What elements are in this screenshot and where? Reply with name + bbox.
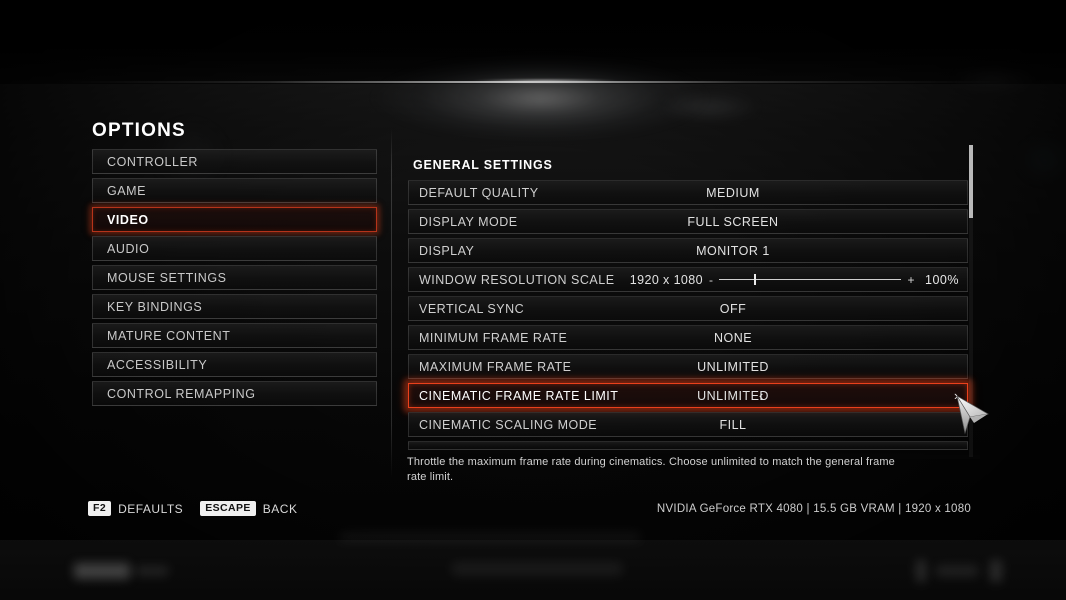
setting-label: DISPLAY <box>419 243 475 258</box>
setting-value: UNLIMITED <box>697 359 769 374</box>
setting-value: FULL SCREEN <box>687 214 779 229</box>
sidebar-item-mature-content[interactable]: MATURE CONTENT <box>92 323 377 348</box>
slider-percent-value: 100% <box>925 272 959 287</box>
slider-handle[interactable] <box>754 274 757 285</box>
setting-row-partial[interactable] <box>408 441 968 450</box>
setting-row-cinematic-frame-rate-limit[interactable]: CINEMATIC FRAME RATE LIMIT UNLIMITED ‹ › <box>408 383 968 408</box>
hardware-info: NVIDIA GeForce RTX 4080 | 15.5 GB VRAM |… <box>656 503 971 515</box>
setting-row-default-quality[interactable]: DEFAULT QUALITY MEDIUM <box>408 180 968 205</box>
hud-blob <box>916 560 926 582</box>
slider-resolution-readout: 1920 x 1080 <box>629 272 703 287</box>
setting-value: MONITOR 1 <box>696 243 770 258</box>
setting-row-display-mode[interactable]: DISPLAY MODE FULL SCREEN <box>408 209 968 234</box>
setting-label: VERTICAL SYNC <box>419 301 525 316</box>
settings-panel: GENERAL SETTINGS DEFAULT QUALITY MEDIUM DI… <box>408 158 968 450</box>
page-title: OPTIONS <box>92 120 186 141</box>
setting-label: WINDOW RESOLUTION SCALE <box>419 272 615 287</box>
panel-divider <box>391 128 392 478</box>
setting-value: UNLIMITED <box>697 388 769 403</box>
setting-row-display[interactable]: DISPLAY MONITOR 1 <box>408 238 968 263</box>
hud-blob <box>936 565 978 577</box>
dimmed-hud-bar <box>0 532 1066 600</box>
hud-blob <box>340 532 640 542</box>
sidebar-item-label: CONTROLLER <box>107 154 198 169</box>
settings-row-list: DEFAULT QUALITY MEDIUM DISPLAY MODE FULL SC… <box>408 180 968 450</box>
options-category-list: CONTROLLER GAME VIDEO AUDIO MOUSE SETTINGS KE… <box>92 149 377 410</box>
slider-track[interactable] <box>719 274 902 285</box>
chevron-right-icon[interactable]: › <box>954 388 959 403</box>
sidebar-item-label: AUDIO <box>107 241 150 256</box>
resolution-scale-slider[interactable]: 1920 x 1080- +100% <box>409 273 967 287</box>
setting-label: DEFAULT QUALITY <box>419 185 539 200</box>
settings-scrollbar-track[interactable] <box>969 145 973 457</box>
sidebar-item-label: CONTROL REMAPPING <box>107 386 256 401</box>
setting-label: CINEMATIC FRAME RATE LIMIT <box>419 388 619 403</box>
sidebar-item-mouse-settings[interactable]: MOUSE SETTINGS <box>92 265 377 290</box>
hud-blob <box>74 563 130 579</box>
sidebar-item-label: MOUSE SETTINGS <box>107 270 227 285</box>
slider-decrease-icon[interactable]: - <box>708 272 714 287</box>
settings-scrollbar-thumb[interactable] <box>969 145 973 218</box>
sidebar-item-label: GAME <box>107 183 147 198</box>
sidebar-item-control-remapping[interactable]: CONTROL REMAPPING <box>92 381 377 406</box>
sidebar-item-label: MATURE CONTENT <box>107 328 231 343</box>
sidebar-item-audio[interactable]: AUDIO <box>92 236 377 261</box>
hint-label-defaults: DEFAULTS <box>118 501 184 516</box>
setting-row-minimum-frame-rate[interactable]: MINIMUM FRAME RATE NONE <box>408 325 968 350</box>
footer-key-hints: F2 DEFAULTS ESCAPE BACK <box>88 501 307 516</box>
setting-row-window-resolution-scale[interactable]: WINDOW RESOLUTION SCALE 1920 x 1080- +100% <box>408 267 968 292</box>
key-badge-f2[interactable]: F2 <box>88 501 112 516</box>
key-badge-escape[interactable]: ESCAPE <box>200 501 256 516</box>
hud-blob <box>452 562 622 576</box>
setting-value: FILL <box>719 417 747 432</box>
setting-label: MINIMUM FRAME RATE <box>419 330 568 345</box>
hint-label-back: BACK <box>262 501 298 516</box>
setting-value: NONE <box>713 330 753 345</box>
setting-row-vertical-sync[interactable]: VERTICAL SYNC OFF <box>408 296 968 321</box>
sidebar-item-label: ACCESSIBILITY <box>107 357 208 372</box>
section-heading: GENERAL SETTINGS <box>413 158 553 172</box>
sidebar-item-label: VIDEO <box>107 212 149 227</box>
setting-value: OFF <box>719 301 747 316</box>
sidebar-item-game[interactable]: GAME <box>92 178 377 203</box>
sidebar-item-accessibility[interactable]: ACCESSIBILITY <box>92 352 377 377</box>
sidebar-item-video[interactable]: VIDEO <box>92 207 377 232</box>
setting-row-cinematic-scaling-mode[interactable]: CINEMATIC SCALING MODE FILL <box>408 412 968 437</box>
setting-label: MAXIMUM FRAME RATE <box>419 359 572 374</box>
setting-label: DISPLAY MODE <box>419 214 518 229</box>
hud-blob <box>990 560 1002 582</box>
setting-row-maximum-frame-rate[interactable]: MAXIMUM FRAME RATE UNLIMITED <box>408 354 968 379</box>
sidebar-item-controller[interactable]: CONTROLLER <box>92 149 377 174</box>
hud-blob <box>136 566 168 576</box>
setting-value: MEDIUM <box>706 185 760 200</box>
slider-increase-icon[interactable]: + <box>907 272 915 287</box>
setting-label: CINEMATIC SCALING MODE <box>419 417 598 432</box>
chevron-left-icon[interactable]: ‹ <box>759 388 764 403</box>
sidebar-item-key-bindings[interactable]: KEY BINDINGS <box>92 294 377 319</box>
setting-description: Throttle the maximum frame rate during c… <box>407 456 895 483</box>
sidebar-item-label: KEY BINDINGS <box>107 299 203 314</box>
